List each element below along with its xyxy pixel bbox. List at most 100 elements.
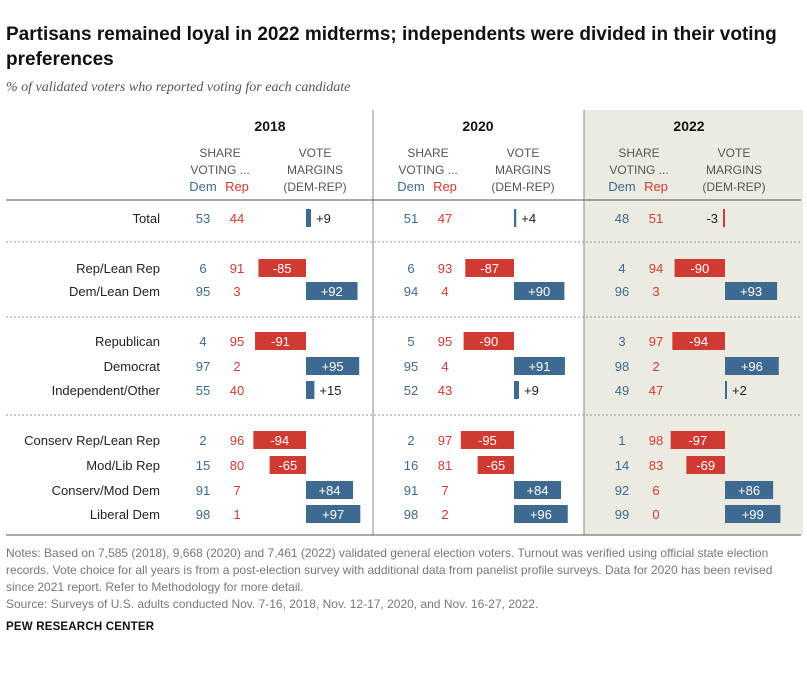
rep-share-dem-lean-dem-2020: 4	[441, 284, 448, 299]
rep-column-header: Rep	[433, 179, 457, 194]
chart-notes: Notes: Based on 7,585 (2018), 9,668 (202…	[6, 546, 773, 594]
rep-share-democrat-2020: 4	[441, 359, 448, 374]
dem-share-democrat-2018: 97	[196, 359, 210, 374]
margin-bar-independent-other-2022	[725, 381, 727, 399]
margin-label-republican-2018: -91	[271, 334, 290, 349]
rep-share-mod-lib-rep-2022: 83	[649, 458, 663, 473]
year-header-2022: 2022	[673, 118, 704, 134]
rep-share-democrat-2022: 2	[652, 359, 659, 374]
rep-column-header: Rep	[644, 179, 668, 194]
margin-label-independent-other-2022: +2	[732, 383, 747, 398]
dem-share-republican-2020: 5	[407, 334, 414, 349]
margin-label-republican-2022: -94	[689, 334, 708, 349]
margin-bar-mod-lib-rep-2018	[269, 456, 306, 474]
dem-share-total-2018: 53	[196, 211, 210, 226]
dem-column-header: Dem	[189, 179, 216, 194]
margin-label-liberal-dem-2020: +96	[530, 507, 552, 522]
dem-column-header: Dem	[608, 179, 635, 194]
margin-label-rep-lean-rep-2020: -87	[480, 261, 499, 276]
margin-bar-rep-lean-rep-2020	[465, 259, 514, 277]
margin-bar-total-2018	[306, 209, 312, 227]
margin-bar-conserv-rep-lean-rep-2020	[460, 431, 514, 449]
rep-share-conserv-mod-dem-2018: 7	[233, 483, 240, 498]
rep-share-republican-2020: 95	[438, 334, 452, 349]
row-label-conserv-rep-lean-rep: Conserv Rep/Lean Rep	[24, 433, 160, 448]
chart-source: Source: Surveys of U.S. adults conducted…	[6, 597, 539, 611]
margin-label-liberal-dem-2018: +97	[322, 507, 344, 522]
share-header-line1: SHARE	[407, 146, 448, 160]
margin-bar-conserv-mod-dem-2020	[514, 481, 562, 499]
rep-share-conserv-mod-dem-2020: 7	[441, 483, 448, 498]
margin-header-line3: (DEM-REP)	[283, 180, 346, 194]
dem-share-rep-lean-rep-2022: 4	[618, 261, 625, 276]
margin-bar-dem-lean-dem-2018	[306, 282, 358, 300]
rep-share-republican-2022: 97	[649, 334, 663, 349]
row-label-republican: Republican	[95, 334, 160, 349]
rep-share-dem-lean-dem-2018: 3	[233, 284, 240, 299]
margin-label-democrat-2020: +91	[528, 359, 550, 374]
row-label-mod-lib-rep: Mod/Lib Rep	[86, 458, 160, 473]
dem-share-mod-lib-rep-2018: 15	[196, 458, 210, 473]
margin-bar-conserv-rep-lean-rep-2022	[670, 431, 725, 449]
dem-share-conserv-mod-dem-2018: 91	[196, 483, 210, 498]
rep-share-republican-2018: 95	[230, 334, 244, 349]
chart-title: Partisans remained loyal in 2022 midterm…	[6, 24, 777, 70]
dem-share-conserv-rep-lean-rep-2020: 2	[407, 433, 414, 448]
dem-share-total-2020: 51	[404, 211, 418, 226]
margin-bar-conserv-mod-dem-2018	[306, 481, 354, 499]
margin-bar-rep-lean-rep-2018	[258, 259, 306, 277]
margin-label-rep-lean-rep-2018: -85	[273, 261, 292, 276]
margin-bar-liberal-dem-2018	[306, 505, 361, 523]
margin-bar-total-2020	[514, 209, 517, 227]
margin-bar-democrat-2022	[725, 357, 779, 375]
margin-bar-independent-other-2018	[306, 381, 315, 399]
dem-share-dem-lean-dem-2018: 95	[196, 284, 210, 299]
rep-share-liberal-dem-2022: 0	[652, 507, 659, 522]
chart-subtitle: % of validated voters who reported votin…	[6, 80, 351, 95]
margin-header-line2: MARGINS	[287, 163, 343, 177]
rep-share-rep-lean-rep-2020: 93	[438, 261, 452, 276]
rep-share-independent-other-2018: 40	[230, 383, 244, 398]
margin-label-independent-other-2018: +15	[319, 383, 341, 398]
margin-bar-republican-2020	[463, 332, 514, 350]
rep-share-conserv-rep-lean-rep-2022: 98	[649, 433, 663, 448]
dem-share-independent-other-2020: 52	[404, 383, 418, 398]
dem-share-conserv-rep-lean-rep-2022: 1	[618, 433, 625, 448]
row-label-independent-other: Independent/Other	[52, 383, 161, 398]
margin-bar-democrat-2020	[514, 357, 565, 375]
vote-margins-table-chart: 2018 SHARE VOTING ... Dem Rep VOTE MARGINS (DEM…	[6, 110, 803, 536]
margin-label-mod-lib-rep-2022: -69	[696, 458, 715, 473]
rep-share-total-2018: 44	[230, 211, 244, 226]
row-label-conserv-mod-dem: Conserv/Mod Dem	[52, 483, 160, 498]
rep-share-liberal-dem-2020: 2	[441, 507, 448, 522]
rep-share-dem-lean-dem-2022: 3	[652, 284, 659, 299]
margin-bar-independent-other-2020	[514, 381, 520, 399]
dem-column-header: Dem	[397, 179, 424, 194]
margin-label-dem-lean-dem-2018: +92	[321, 284, 343, 299]
share-header-line1: SHARE	[618, 146, 659, 160]
margin-label-conserv-rep-lean-rep-2020: -95	[478, 433, 497, 448]
margin-label-total-2018: +9	[316, 211, 331, 226]
margin-bar-dem-lean-dem-2020	[514, 282, 565, 300]
rep-share-mod-lib-rep-2018: 80	[230, 458, 244, 473]
margin-bar-conserv-mod-dem-2022	[725, 481, 774, 499]
dem-share-democrat-2020: 95	[404, 359, 418, 374]
dem-share-liberal-dem-2018: 98	[196, 507, 210, 522]
rep-share-conserv-rep-lean-rep-2020: 97	[438, 433, 452, 448]
margin-label-dem-lean-dem-2020: +90	[528, 284, 550, 299]
dem-share-liberal-dem-2022: 99	[615, 507, 629, 522]
margin-bar-republican-2018	[255, 332, 306, 350]
row-label-democrat: Democrat	[104, 359, 161, 374]
share-header-line2: VOTING ...	[398, 163, 457, 177]
margin-label-conserv-rep-lean-rep-2022: -97	[688, 433, 707, 448]
year-header-2018: 2018	[254, 118, 285, 134]
dem-share-rep-lean-rep-2020: 6	[407, 261, 414, 276]
margin-bar-total-2022	[723, 209, 725, 227]
rep-share-rep-lean-rep-2018: 91	[230, 261, 244, 276]
margin-label-dem-lean-dem-2022: +93	[740, 284, 762, 299]
margin-header-line1: VOTE	[718, 146, 751, 160]
margin-header-line3: (DEM-REP)	[702, 180, 765, 194]
dem-share-mod-lib-rep-2020: 16	[404, 458, 418, 473]
dem-share-total-2022: 48	[615, 211, 629, 226]
margin-label-total-2022: -3	[706, 211, 718, 226]
